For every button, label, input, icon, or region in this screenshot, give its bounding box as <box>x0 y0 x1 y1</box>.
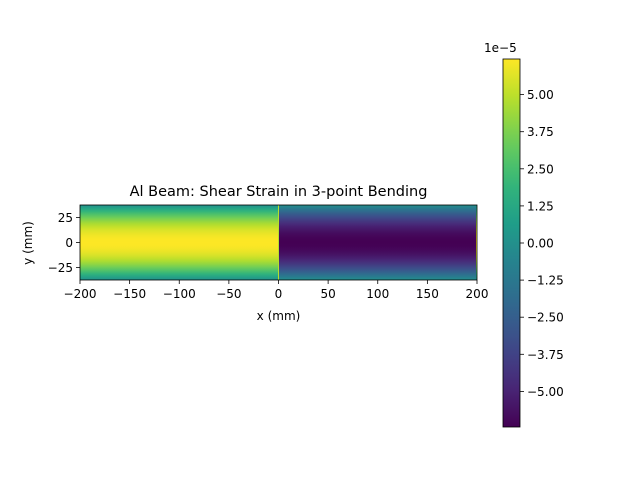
x-axis: −200 −150 −100 −50 0 50 100 150 200 <box>64 280 489 301</box>
x-axis-label: x (mm) <box>257 309 301 323</box>
heatmap-region <box>80 205 279 280</box>
colorbar-tick-label: 1.25 <box>527 199 554 213</box>
heatmap-region <box>476 205 477 280</box>
y-axis-label: y (mm) <box>21 221 35 265</box>
x-tick-label: −100 <box>163 287 196 301</box>
x-tick-label: 0 <box>275 287 283 301</box>
x-tick-label: −150 <box>113 287 146 301</box>
colorbar-tick-label: −2.50 <box>527 311 564 325</box>
x-tick-label: −200 <box>64 287 97 301</box>
y-tick-label: 0 <box>65 236 73 250</box>
colorbar-tick-label: −1.25 <box>527 274 564 288</box>
y-tick-label: 25 <box>58 211 73 225</box>
colorbar-tick-label: −3.75 <box>527 348 564 362</box>
x-tick-label: 100 <box>366 287 389 301</box>
chart-title: Al Beam: Shear Strain in 3-point Bending <box>130 184 428 200</box>
colorbar-ticks: 5.00 3.75 2.50 1.25 0.00 −1.25 −2.50 −3.75 −5.00 <box>520 88 564 399</box>
colorbar-tick-label: −5.00 <box>527 385 564 399</box>
x-tick-label: 150 <box>416 287 439 301</box>
colorbar-tick-label: 0.00 <box>527 237 554 251</box>
heatmap-field <box>80 205 477 280</box>
heatmap-region <box>278 205 477 280</box>
colorbar: 5.00 3.75 2.50 1.25 0.00 −1.25 −2.50 −3.75 −5.00… <box>484 41 564 428</box>
colorbar-gradient <box>503 59 520 427</box>
colorbar-offset-label: 1e−5 <box>484 41 517 55</box>
y-tick-label: −25 <box>48 261 73 275</box>
x-tick-label: 200 <box>466 287 489 301</box>
colorbar-tick-label: 2.50 <box>527 162 554 176</box>
x-tick-label: 50 <box>320 287 335 301</box>
x-tick-label: −50 <box>216 287 241 301</box>
colorbar-tick-label: 3.75 <box>527 125 554 139</box>
colorbar-tick-label: 5.00 <box>527 88 554 102</box>
y-axis: −25 0 25 <box>48 211 80 275</box>
